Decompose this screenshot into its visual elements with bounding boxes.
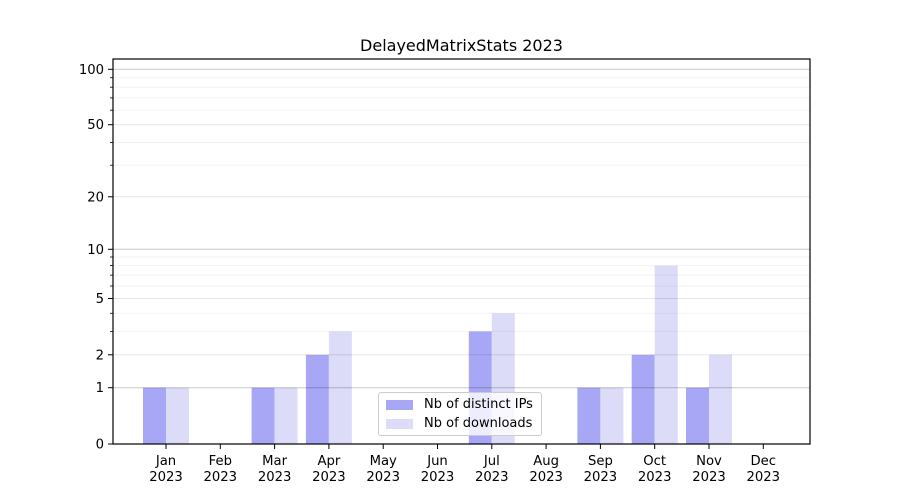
bar-nb-of-downloads-jan [166, 387, 189, 444]
x-tick-year-aug: 2023 [529, 470, 563, 485]
y-tick-label-1: 1 [96, 381, 104, 396]
bar-nb-of-distinct-ips-sep [577, 387, 601, 444]
bar-nb-of-downloads-nov [709, 354, 732, 444]
x-tick-year-jan: 2023 [149, 470, 183, 485]
x-tick-label-apr: Apr [317, 454, 340, 469]
bar-nb-of-downloads-sep [600, 387, 624, 444]
y-tick-label-0: 0 [96, 438, 104, 453]
bar-nb-of-downloads-mar [274, 387, 298, 444]
x-tick-label-feb: Feb [209, 454, 232, 469]
x-tick-label-oct: Oct [643, 454, 666, 469]
legend-swatch-distinct-ips [386, 399, 413, 410]
x-tick-year-oct: 2023 [638, 470, 672, 485]
x-tick-year-may: 2023 [366, 470, 400, 485]
plot-border [112, 58, 811, 445]
x-tick-label-may: May [370, 454, 397, 469]
bar-nb-of-distinct-ips-jan [143, 387, 166, 444]
y-tick-label-5: 5 [96, 292, 104, 307]
bar-nb-of-distinct-ips-nov [686, 387, 709, 444]
legend-item-distinct-ips: Nb of distinct IPs [386, 395, 533, 414]
x-tick-label-nov: Nov [696, 454, 722, 469]
bar-nb-of-downloads-oct [654, 265, 678, 444]
x-tick-year-sep: 2023 [584, 470, 618, 485]
x-tick-year-feb: 2023 [204, 470, 238, 485]
x-tick-label-jul: Jul [483, 454, 500, 469]
legend-swatch-downloads [386, 418, 413, 429]
legend-label-downloads: Nb of downloads [424, 416, 533, 431]
x-tick-label-dec: Dec [751, 454, 777, 469]
x-tick-label-jan: Jan [155, 454, 176, 469]
legend: Nb of distinct IPs Nb of downloads [378, 392, 542, 436]
x-tick-label-aug: Aug [533, 454, 559, 469]
x-tick-label-mar: Mar [262, 454, 287, 469]
x-tick-year-mar: 2023 [258, 470, 292, 485]
x-tick-label-jun: Jun [426, 454, 448, 469]
legend-item-downloads: Nb of downloads [386, 414, 533, 433]
legend-label-distinct-ips: Nb of distinct IPs [424, 397, 533, 412]
x-tick-year-nov: 2023 [692, 470, 726, 485]
y-tick-label-100: 100 [79, 63, 104, 78]
x-tick-year-jul: 2023 [475, 470, 509, 485]
bar-nb-of-downloads-apr [328, 331, 352, 444]
bar-nb-of-distinct-ips-mar [251, 387, 275, 444]
y-tick-label-10: 10 [87, 243, 104, 258]
bar-nb-of-distinct-ips-oct [631, 354, 655, 444]
y-tick-label-2: 2 [96, 348, 104, 363]
bar-nb-of-distinct-ips-apr [305, 354, 329, 444]
chart-title: DelayedMatrixStats 2023 [360, 36, 563, 55]
x-tick-label-sep: Sep [588, 454, 613, 469]
y-tick-label-50: 50 [87, 118, 104, 133]
x-tick-year-apr: 2023 [312, 470, 346, 485]
x-tick-year-dec: 2023 [747, 470, 781, 485]
y-tick-label-20: 20 [87, 190, 104, 205]
x-tick-year-jun: 2023 [421, 470, 455, 485]
